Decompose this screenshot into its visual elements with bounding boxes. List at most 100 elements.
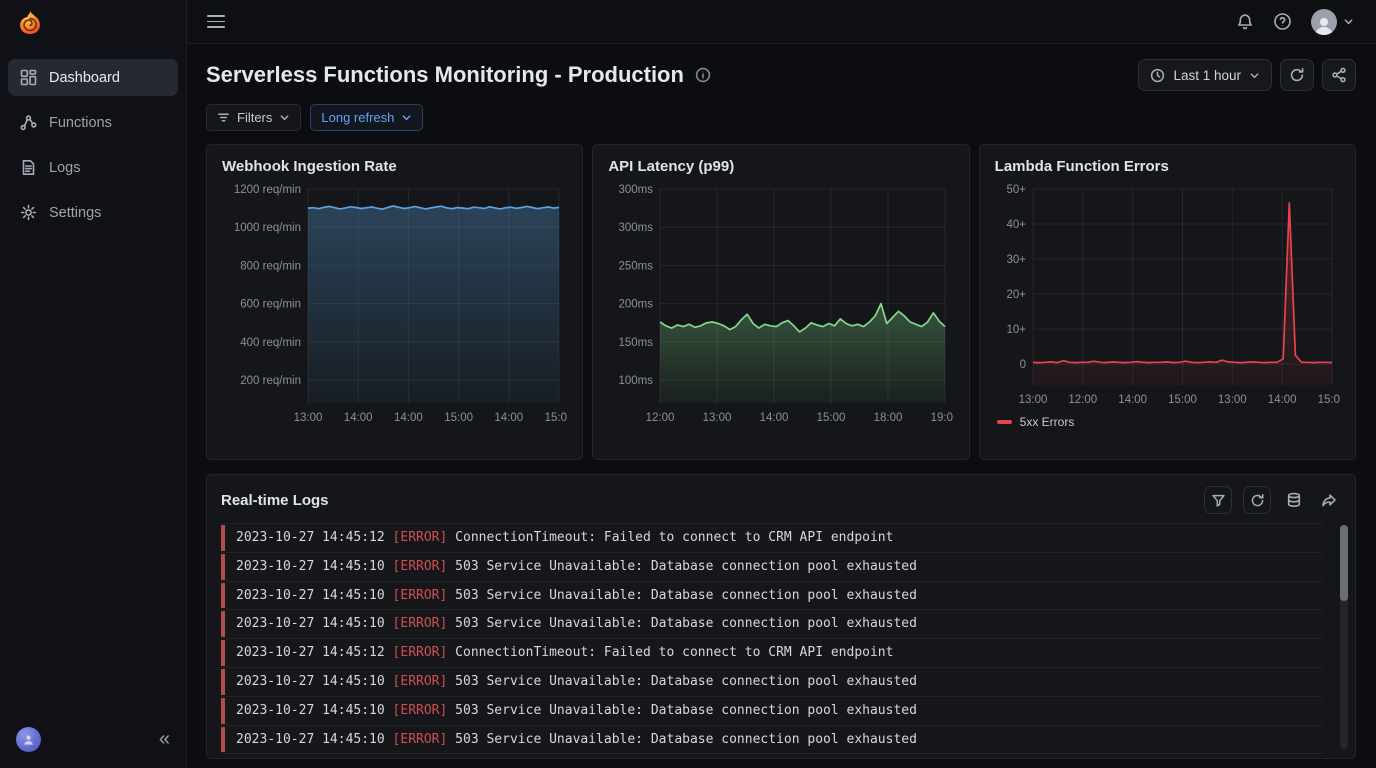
log-level: [ERROR] (385, 674, 455, 689)
svg-text:15:00: 15:00 (817, 412, 846, 424)
log-timestamp: 2023-10-27 14:45:10 (236, 732, 385, 747)
log-message: ConnectionTimeout: Failed to connect to … (455, 530, 893, 545)
svg-text:20+: 20+ (1006, 289, 1026, 301)
svg-text:15:00: 15:00 (444, 412, 473, 424)
svg-text:600 req/min: 600 req/min (240, 299, 301, 311)
sidebar-item-label: Settings (49, 205, 101, 221)
sidebar-user-avatar[interactable] (16, 727, 41, 752)
webhook-ingestion-chart[interactable]: 1200 req/min 1000 req/min 800 req/min 600 r… (222, 181, 567, 429)
panel-api-latency: API Latency (p99) 300ms300ms250ms200ms15… (592, 144, 969, 460)
log-row[interactable]: 2023-10-27 14:45:12 [ERROR] ConnectionTi… (221, 524, 1323, 553)
svg-text:150ms: 150ms (619, 337, 654, 349)
svg-text:13:00: 13:00 (703, 412, 732, 424)
log-list: 2023-10-27 14:45:12 [ERROR] ConnectionTi… (221, 523, 1323, 754)
sidebar-item-dashboard[interactable]: Dashboard (8, 59, 178, 96)
filters-dropdown[interactable]: Filters (206, 104, 301, 131)
log-message: ConnectionTimeout: Failed to connect to … (455, 645, 893, 660)
panel-title[interactable]: Webhook Ingestion Rate (222, 158, 567, 175)
log-row[interactable]: 2023-10-27 14:45:10 [ERROR] 503 Service … (221, 610, 1323, 639)
bell-icon[interactable] (1236, 13, 1254, 31)
sidebar-item-functions[interactable]: Functions (8, 104, 178, 141)
log-row[interactable]: 2023-10-27 14:45:10 [ERROR] 503 Service … (221, 582, 1323, 611)
log-timestamp: 2023-10-27 14:45:10 (236, 559, 385, 574)
user-menu[interactable] (1311, 9, 1354, 35)
logs-document-icon (19, 159, 37, 177)
sidebar-collapse-button[interactable]: « (159, 728, 168, 751)
filters-label: Filters (237, 110, 272, 125)
legend-5xx-errors[interactable]: 5xx Errors (995, 415, 1340, 429)
log-level: [ERROR] (385, 732, 455, 747)
logs-panel-title[interactable]: Real-time Logs (221, 492, 329, 509)
chevron-down-icon (401, 112, 412, 123)
user-avatar (1311, 9, 1337, 35)
svg-text:40+: 40+ (1006, 219, 1026, 231)
filter-funnel-icon (1211, 493, 1226, 508)
time-range-label: Last 1 hour (1173, 68, 1241, 83)
grafana-flame-icon (16, 8, 44, 36)
svg-text:0: 0 (1019, 359, 1025, 371)
settings-gear-icon (19, 204, 37, 222)
log-row[interactable]: 2023-10-27 14:45:10 [ERROR] 503 Service … (221, 553, 1323, 582)
panel-realtime-logs: Real-time Logs 2023-10-27 14: (206, 474, 1356, 759)
page-title: Serverless Functions Monitoring - Produc… (206, 62, 711, 88)
log-message: 503 Service Unavailable: Database connec… (455, 674, 917, 689)
logs-scrollbar-thumb[interactable] (1340, 525, 1348, 601)
logs-scrollbar-track[interactable] (1340, 525, 1348, 749)
lambda-errors-chart[interactable]: 50+40+30+20+10+013:0012:0014:0015:0013:0… (995, 181, 1340, 411)
long-refresh-dropdown[interactable]: Long refresh (310, 104, 423, 131)
time-range-picker[interactable]: Last 1 hour (1138, 59, 1272, 91)
svg-text:1200 req/min: 1200 req/min (234, 184, 301, 196)
database-icon (1286, 492, 1302, 508)
log-level: [ERROR] (385, 703, 455, 718)
log-timestamp: 2023-10-27 14:45:10 (236, 616, 385, 631)
api-latency-chart[interactable]: 300ms300ms250ms200ms150ms100ms12:0013:00… (608, 181, 953, 429)
sidebar-item-label: Dashboard (49, 70, 120, 86)
menu-hamburger-icon[interactable] (207, 15, 225, 27)
svg-text:14:00: 14:00 (1267, 394, 1296, 406)
topbar (187, 0, 1376, 44)
log-row[interactable]: 2023-10-27 14:45:10 [ERROR] 503 Service … (221, 726, 1323, 755)
svg-text:10+: 10+ (1006, 324, 1026, 336)
svg-text:12:00: 12:00 (1068, 394, 1097, 406)
share-nodes-icon (1331, 67, 1347, 83)
refresh-dashboard-button[interactable] (1280, 59, 1314, 91)
refresh-icon (1250, 493, 1265, 508)
chevron-down-icon (279, 112, 290, 123)
svg-text:14:00: 14:00 (394, 412, 423, 424)
legend-label: 5xx Errors (1020, 415, 1075, 429)
log-message: 503 Service Unavailable: Database connec… (455, 588, 917, 603)
svg-text:800 req/min: 800 req/min (240, 260, 301, 272)
sidebar-item-label: Logs (49, 160, 80, 176)
panel-title[interactable]: API Latency (p99) (608, 158, 953, 175)
svg-text:300ms: 300ms (619, 184, 654, 196)
log-timestamp: 2023-10-27 14:45:12 (236, 530, 385, 545)
svg-text:12:00: 12:00 (646, 412, 675, 424)
info-icon[interactable] (695, 67, 711, 83)
filter-lines-icon (217, 111, 230, 124)
svg-text:50+: 50+ (1006, 184, 1026, 196)
legend-color-swatch (997, 420, 1012, 424)
panel-title[interactable]: Lambda Function Errors (995, 158, 1340, 175)
svg-text:200 req/min: 200 req/min (240, 375, 301, 387)
log-row[interactable]: 2023-10-27 14:45:10 [ERROR] 503 Service … (221, 668, 1323, 697)
share-dashboard-button[interactable] (1322, 59, 1356, 91)
logs-share-button[interactable] (1317, 488, 1341, 512)
log-level: [ERROR] (385, 559, 455, 574)
sidebar-item-settings[interactable]: Settings (8, 194, 178, 231)
logs-datasource-button[interactable] (1282, 488, 1306, 512)
sidebar-item-logs[interactable]: Logs (8, 149, 178, 186)
log-timestamp: 2023-10-27 14:45:10 (236, 703, 385, 718)
panel-lambda-errors: Lambda Function Errors 50+40+30+20+10+01… (979, 144, 1356, 460)
log-row[interactable]: 2023-10-27 14:45:12 [ERROR] ConnectionTi… (221, 639, 1323, 668)
logs-filter-button[interactable] (1204, 486, 1232, 514)
log-timestamp: 2023-10-27 14:45:10 (236, 588, 385, 603)
help-icon[interactable] (1273, 12, 1292, 31)
logs-refresh-button[interactable] (1243, 486, 1271, 514)
svg-text:300ms: 300ms (619, 222, 654, 234)
log-row[interactable]: 2023-10-27 14:45:10 [ERROR] 503 Service … (221, 697, 1323, 726)
svg-text:1000 req/min: 1000 req/min (234, 222, 301, 234)
grafana-logo[interactable] (0, 0, 186, 49)
dashboard-grid-icon (19, 69, 37, 87)
sidebar-item-label: Functions (49, 115, 112, 131)
svg-text:100ms: 100ms (619, 375, 654, 387)
